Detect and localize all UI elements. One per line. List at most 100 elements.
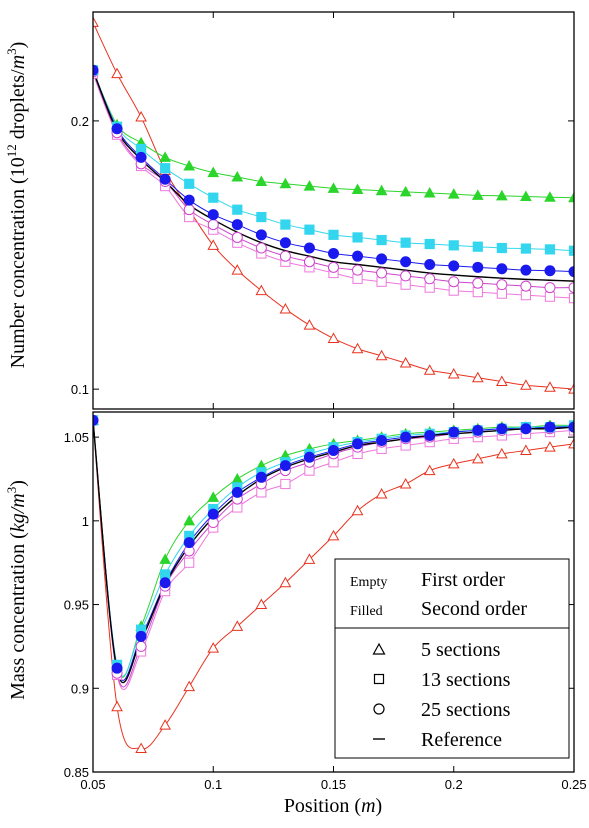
number-concentration-panel: 0.1 0.2 <box>71 11 575 410</box>
legend-first-order-fill-label: Empty <box>350 575 387 590</box>
top-data-point <box>207 166 220 178</box>
bottom-xtick-label: 0.05 <box>80 777 105 792</box>
bottom-data-point <box>496 447 508 459</box>
legend-item-label: Reference <box>421 729 502 751</box>
bottom-data-point <box>327 529 340 541</box>
bottom-data-point <box>183 537 195 549</box>
top-data-point <box>279 237 291 249</box>
bottom-data-point <box>303 451 315 463</box>
top-data-point <box>111 123 123 135</box>
top-data-point <box>520 290 531 301</box>
top-data-point <box>544 282 556 294</box>
top-data-point <box>207 209 219 221</box>
bottom-ytick-label: 0.9 <box>71 681 89 696</box>
bottom-ytick-label: 0.85 <box>64 765 89 780</box>
top-data-point <box>544 244 556 255</box>
top-data-point <box>376 234 387 246</box>
top-markers-25-sections-second <box>93 64 574 278</box>
bottom-data-point <box>280 478 291 490</box>
top-data-point <box>231 170 244 182</box>
top-data-point <box>400 279 411 290</box>
bottom-series-line-5-sections-first <box>93 420 574 750</box>
top-data-point <box>447 188 460 199</box>
bottom-data-point <box>255 471 267 483</box>
top-data-point <box>399 185 412 197</box>
top-data-point <box>544 191 556 202</box>
bottom-data-point <box>447 457 460 469</box>
top-data-point <box>496 375 508 386</box>
top-data-point <box>255 242 267 254</box>
top-data-point <box>328 247 339 259</box>
top-ytick-label: 0.2 <box>71 114 89 129</box>
top-data-point <box>183 194 195 206</box>
top-data-point <box>231 219 243 231</box>
bottom-data-point <box>496 423 508 435</box>
bottom-series-line-reference-first <box>93 420 574 684</box>
top-data-point <box>303 256 315 268</box>
top-data-point <box>447 367 460 379</box>
bottom-data-point <box>423 464 436 476</box>
top-data-point <box>520 264 532 276</box>
bottom-ytick-label: 1 <box>82 514 89 529</box>
top-data-point <box>303 180 316 191</box>
top-data-point <box>568 282 574 294</box>
legend-box <box>334 558 570 759</box>
legend-marker-triangle <box>372 642 386 655</box>
top-data-point <box>448 260 460 272</box>
top-data-point <box>472 277 484 289</box>
top-data-point <box>279 303 292 314</box>
top-data-point <box>159 173 171 185</box>
bottom-data-point <box>352 438 364 450</box>
legend-item-label: 13 sections <box>421 669 511 691</box>
top-data-point <box>352 232 363 243</box>
top-data-point <box>448 240 459 251</box>
top-data-point <box>424 273 436 285</box>
bottom-data-point <box>544 441 556 452</box>
bottom-data-point <box>255 598 268 610</box>
top-data-point <box>544 265 556 277</box>
top-data-point <box>352 264 364 276</box>
bottom-axes-frame <box>92 411 575 773</box>
top-data-point <box>423 186 436 198</box>
top-data-point <box>279 177 292 189</box>
bottom-data-point <box>472 424 484 436</box>
top-data-point <box>471 189 484 200</box>
top-data-point <box>520 280 532 292</box>
bottom-plot-area <box>93 414 574 754</box>
bottom-data-point <box>135 742 147 754</box>
top-data-point <box>303 319 316 330</box>
bottom-data-point <box>135 640 147 652</box>
bottom-data-point <box>399 477 412 489</box>
top-data-point <box>568 191 574 203</box>
top-data-point <box>231 264 244 275</box>
top-data-point <box>183 204 195 216</box>
top-data-point <box>496 263 508 275</box>
bottom-data-point <box>207 508 219 520</box>
bottom-data-point <box>328 445 339 457</box>
bottom-data-point <box>568 437 574 449</box>
bottom-data-point <box>231 620 244 631</box>
bottom-data-point <box>375 488 388 499</box>
top-data-point <box>423 364 436 375</box>
bottom-data-point <box>400 431 412 443</box>
bottom-data-point <box>93 414 99 426</box>
top-data-point <box>399 356 412 368</box>
top-data-point <box>472 241 483 252</box>
top-data-point <box>568 245 574 256</box>
bottom-data-point <box>183 514 196 526</box>
top-data-point <box>568 383 574 394</box>
bottom-series-line-5-sections-second <box>93 420 574 678</box>
top-data-point <box>328 229 339 240</box>
top-data-point <box>496 242 507 254</box>
top-data-point <box>520 379 532 390</box>
top-data-point <box>159 151 171 162</box>
bottom-data-point <box>159 719 171 730</box>
legend-second-order-fill-label: Filled <box>350 604 383 619</box>
bottom-data-point <box>207 642 220 653</box>
bottom-data-point <box>207 491 220 502</box>
top-data-point <box>255 284 268 296</box>
top-data-point <box>207 219 219 231</box>
bottom-data-point <box>520 423 532 435</box>
bottom-markers-25-sections-second <box>93 414 574 674</box>
